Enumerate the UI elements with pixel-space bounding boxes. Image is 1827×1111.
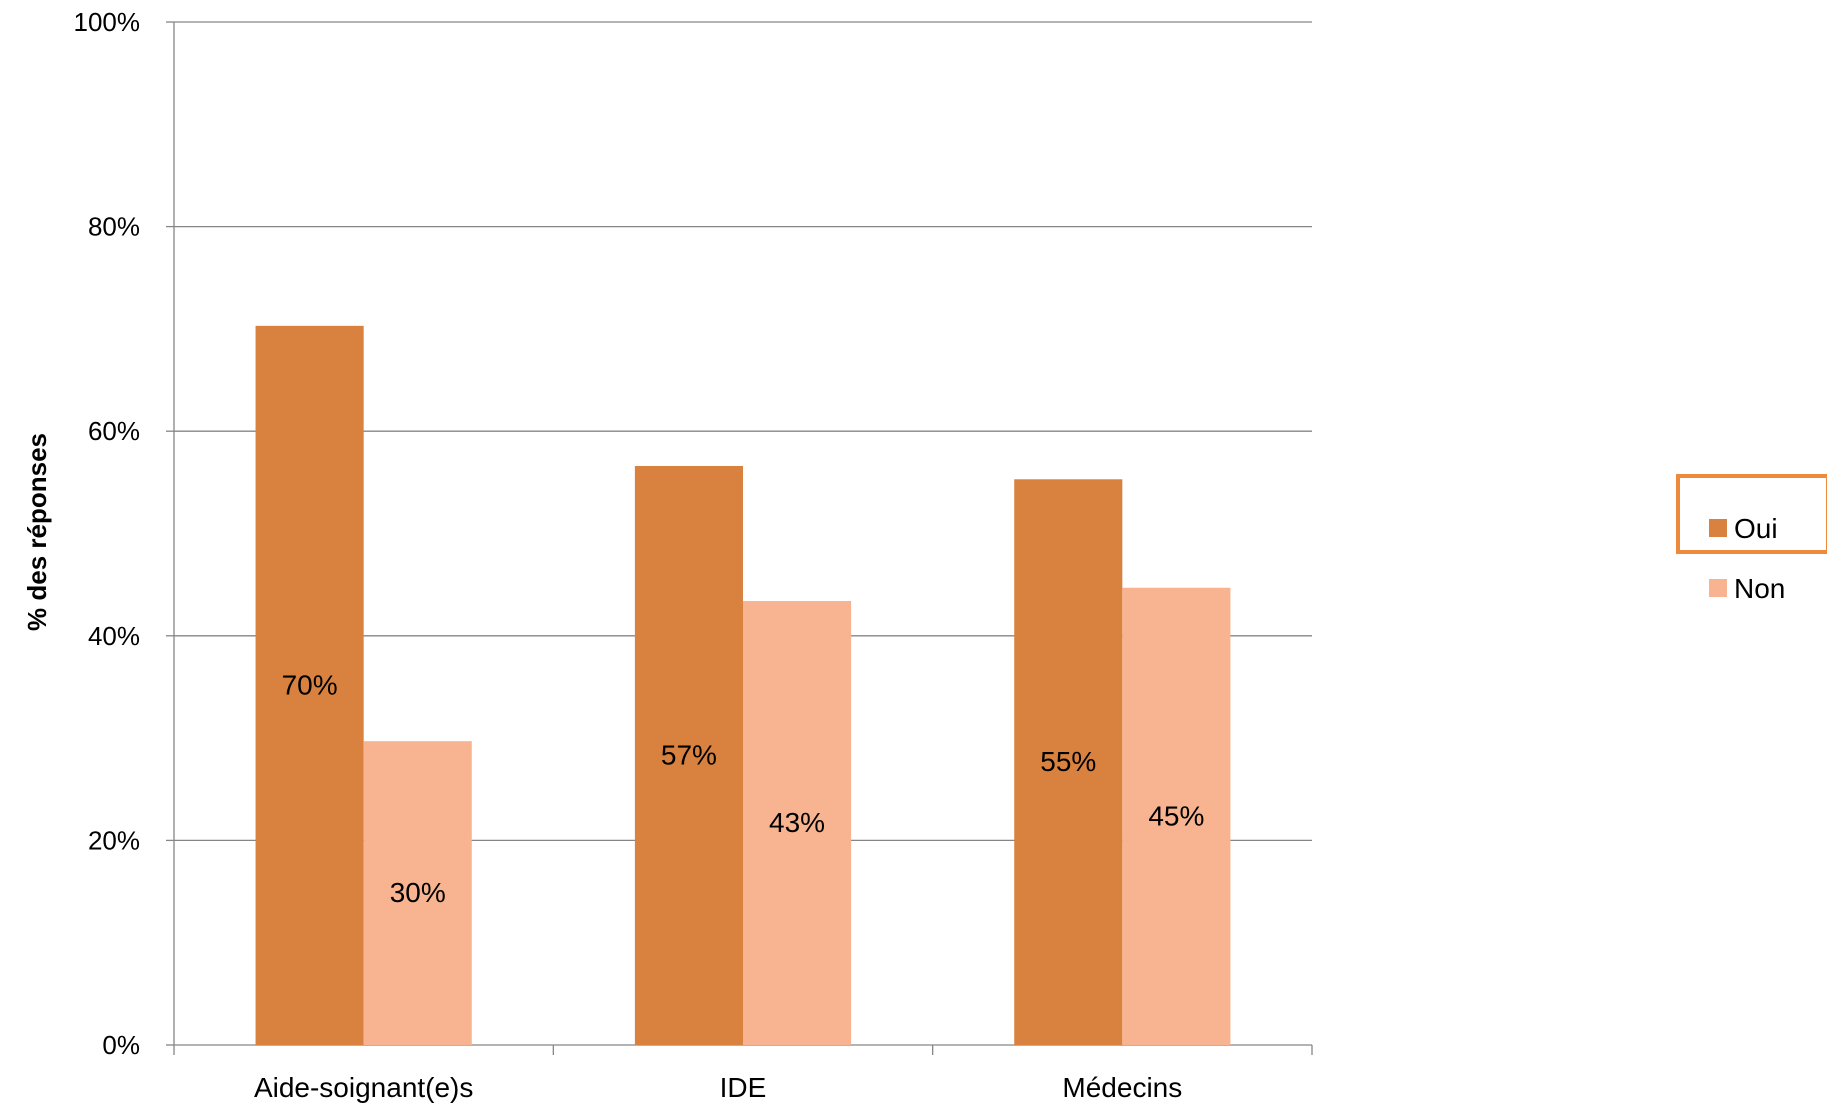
data-label: 45%: [1148, 800, 1204, 831]
legend-label-oui: Oui: [1734, 513, 1778, 544]
y-tick-label: 60%: [88, 416, 140, 446]
x-category-label: Médecins: [1062, 1072, 1182, 1103]
x-category-label: Aide-soignant(e)s: [254, 1072, 473, 1103]
bar-oui: [634, 465, 743, 1045]
bar-non: [1122, 587, 1231, 1045]
data-label: 57%: [661, 739, 717, 770]
legend: Oui Non: [1676, 474, 1827, 604]
bar-non: [363, 741, 472, 1045]
bar-oui: [1014, 479, 1123, 1045]
y-tick-label: 100%: [74, 7, 141, 37]
y-tick-label: 0%: [102, 1030, 140, 1060]
data-label: 30%: [390, 877, 446, 908]
bar-non: [743, 601, 852, 1045]
data-label: 55%: [1040, 746, 1096, 777]
data-label: 70%: [282, 669, 338, 700]
legend-swatch-non: [1709, 579, 1727, 597]
bars: [255, 325, 1231, 1045]
y-tick-label: 20%: [88, 825, 140, 855]
y-tick-label: 80%: [88, 212, 140, 242]
x-category-label: IDE: [720, 1072, 767, 1103]
legend-label-non: Non: [1734, 573, 1785, 604]
legend-highlight-box: [1676, 474, 1827, 554]
bar-oui: [255, 325, 364, 1045]
y-tick-label: 40%: [88, 621, 140, 651]
data-labels: 70% 30% 57% 43% 55% 45%: [282, 669, 1205, 908]
data-label: 43%: [769, 807, 825, 838]
legend-swatch-oui: [1709, 519, 1727, 537]
y-axis-title: % des réponses: [22, 433, 52, 631]
